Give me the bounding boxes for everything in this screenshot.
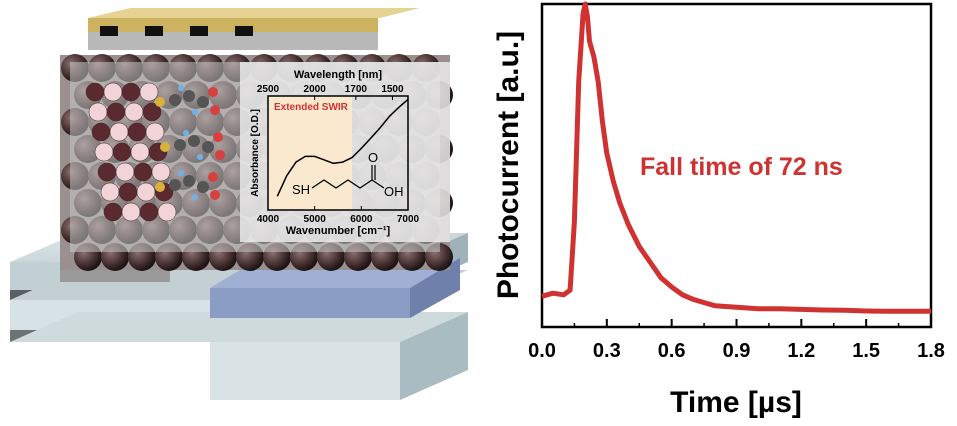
oxygen-atom <box>213 132 223 142</box>
x-axis-title: Time [µs] <box>670 386 802 419</box>
fall-time-annotation: Fall time of 72 ns <box>640 153 843 181</box>
lattice-atom <box>157 202 177 222</box>
x-tick-label: 1.8 <box>917 340 945 362</box>
hydrogen-atom <box>178 170 184 176</box>
ligand-molecule <box>155 85 225 200</box>
oxygen-atom <box>210 190 220 200</box>
plot-frame <box>540 2 933 329</box>
sulfur-atom <box>160 142 170 152</box>
lattice-atom <box>121 82 141 102</box>
inset-chart: Wavelength [nm] 2500 2000 1700 1500 4000 500… <box>240 62 450 242</box>
lattice-atom <box>139 82 159 102</box>
lattice-atom <box>130 142 150 162</box>
carbon-atom <box>183 90 195 102</box>
y-axis-title: Photocurrent [a.u.] <box>492 31 525 299</box>
lattice-atom <box>112 142 132 162</box>
molecule-label-sh: SH <box>292 182 310 197</box>
mercaptopropionic-acid-structure: SH O OH <box>292 150 404 199</box>
inset-highlight <box>268 96 352 210</box>
inset-frame <box>267 95 409 211</box>
inset-x-tick-label: 6000 <box>350 214 373 225</box>
hydrogen-atom <box>192 109 198 115</box>
inset-x2-tick-label: 2500 <box>257 84 280 95</box>
oxygen-atom <box>210 105 220 115</box>
hydrogen-atom <box>183 130 189 136</box>
lattice-atom <box>94 142 114 162</box>
carbon-atom <box>174 139 186 151</box>
lattice-atom <box>136 182 156 202</box>
lattice-atom <box>103 82 123 102</box>
sulfur-atom <box>155 97 165 107</box>
inset-x-title: Wavenumber [cm⁻¹] <box>286 225 391 237</box>
carbon-atom <box>169 179 181 191</box>
carbon-atom <box>202 141 214 153</box>
nanocrystal-lattice <box>85 82 177 222</box>
hydrogen-atom <box>192 194 198 200</box>
inset-x2-tick-label: 1500 <box>381 84 404 95</box>
x-tick-label: 0.0 <box>528 340 556 362</box>
lattice-atom <box>91 122 111 142</box>
oxygen-atom <box>208 172 218 182</box>
carbon-atom <box>197 181 209 193</box>
lattice-atom <box>127 122 147 142</box>
molecule-label-oh: OH <box>384 184 404 199</box>
oxygen-atom <box>208 87 218 97</box>
lattice-atom <box>118 182 138 202</box>
lattice-atom <box>133 162 153 182</box>
lattice-atom <box>121 202 141 222</box>
inset-x-tick-label: 5000 <box>304 214 327 225</box>
x-tick-label: 0.9 <box>723 340 751 362</box>
inset-x-tick-label: 7000 <box>397 214 420 225</box>
lattice-atom <box>88 102 108 122</box>
molecule-label-o: O <box>368 150 378 165</box>
carbon-atom <box>183 175 195 187</box>
lattice-atom <box>109 122 129 142</box>
lattice-atom <box>145 122 165 142</box>
inset-x2-title: Wavelength [nm] <box>294 69 383 81</box>
lattice-atom <box>115 162 135 182</box>
x-tick-label: 0.6 <box>658 340 686 362</box>
lattice-atom <box>139 202 159 222</box>
x-tick-label: 0.3 <box>593 340 621 362</box>
lattice-atom <box>151 162 171 182</box>
photocurrent-trace <box>541 1 931 314</box>
carbon-atom <box>197 96 209 108</box>
inset-y-title: Absorbance [O.D.] <box>250 109 261 197</box>
lattice-atom <box>103 202 123 222</box>
hydrogen-atom <box>178 85 184 91</box>
inset-x-tick-label: 4000 <box>257 214 280 225</box>
sulfur-atom <box>155 182 165 192</box>
inset-x2-tick-label: 2000 <box>304 84 327 95</box>
x-tick-label: 1.5 <box>852 340 880 362</box>
gold-electrode-top <box>88 8 420 50</box>
inset-absorbance-line <box>276 98 409 197</box>
x-tick-label: 1.2 <box>787 340 815 362</box>
carbon-atom <box>169 94 181 106</box>
lattice-atom <box>124 102 144 122</box>
hydrogen-atom <box>197 154 203 160</box>
lattice-atom <box>100 182 120 202</box>
inset-highlight-label: Extended SWIR <box>274 102 349 113</box>
lattice-atom <box>142 102 162 122</box>
inset-x2-tick-label: 1700 <box>345 84 368 95</box>
carbon-atom <box>188 135 200 147</box>
device-illustration: Wavelength [nm] 2500 2000 1700 1500 4000 500… <box>10 8 468 400</box>
oxygen-atom <box>215 150 225 160</box>
lattice-atom <box>97 162 117 182</box>
lattice-atom <box>85 82 105 102</box>
lattice-atom <box>106 102 126 122</box>
